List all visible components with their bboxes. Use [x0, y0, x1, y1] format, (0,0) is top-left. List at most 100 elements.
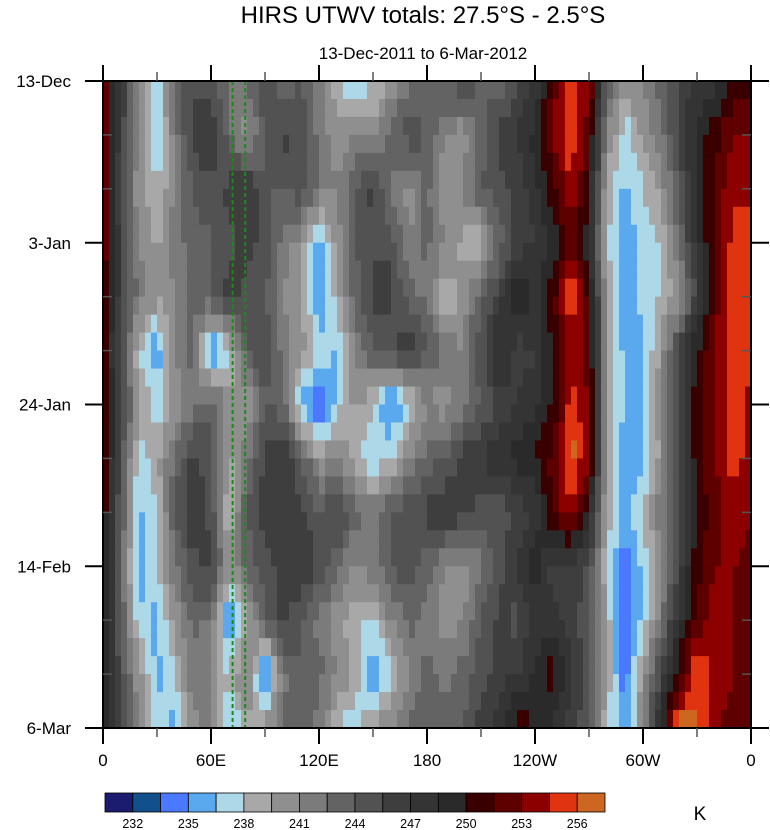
heatmap-cell: [475, 242, 482, 262]
heatmap-cell: [415, 458, 422, 477]
heatmap-cell: [349, 98, 356, 118]
heatmap-cell: [541, 98, 548, 118]
heatmap-cell: [553, 134, 560, 154]
heatmap-cell: [553, 368, 560, 388]
heatmap-cell: [361, 350, 368, 370]
heatmap-cell: [397, 116, 404, 136]
heatmap-cell: [589, 368, 596, 388]
x-tick-label: 180: [413, 751, 441, 770]
colorbar-label: 247: [400, 817, 421, 830]
heatmap-cell: [217, 674, 224, 693]
heatmap-cell: [595, 350, 602, 370]
heatmap-cell: [745, 206, 752, 226]
heatmap-cell: [661, 98, 668, 118]
heatmap-cell: [721, 386, 728, 406]
heatmap-cell: [451, 692, 458, 711]
heatmap-cell: [403, 494, 410, 513]
heatmap-cell: [595, 548, 602, 567]
heatmap-cell: [505, 224, 512, 244]
heatmap-cell: [103, 224, 110, 244]
heatmap-cell: [595, 386, 602, 406]
heatmap-cell: [355, 404, 362, 424]
heatmap-cell: [235, 422, 242, 442]
heatmap-cell: [715, 584, 722, 603]
heatmap-cell: [673, 98, 680, 118]
heatmap-cell: [211, 692, 218, 711]
heatmap-cell: [745, 422, 752, 442]
heatmap-cell: [721, 602, 728, 621]
heatmap-cell: [313, 134, 320, 154]
heatmap-cell: [343, 242, 350, 262]
heatmap-cell: [295, 440, 302, 460]
heatmap-cell: [403, 134, 410, 154]
heatmap-cell: [745, 638, 752, 657]
heatmap-cell: [727, 386, 734, 406]
heatmap-cell: [355, 188, 362, 208]
heatmap-cell: [307, 674, 314, 693]
heatmap-cell: [715, 224, 722, 244]
heatmap-cell: [553, 494, 560, 513]
heatmap-cell: [385, 152, 392, 172]
heatmap-cell: [559, 458, 566, 477]
heatmap-cell: [421, 206, 428, 226]
heatmap-cell: [475, 584, 482, 603]
heatmap-cell: [409, 224, 416, 244]
heatmap-cell: [631, 260, 638, 280]
heatmap-cell: [643, 134, 650, 154]
heatmap-cell: [517, 638, 524, 657]
heatmap-cell: [697, 512, 704, 531]
heatmap-cell: [511, 440, 518, 460]
heatmap-cell: [325, 386, 332, 406]
heatmap-cell: [289, 260, 296, 280]
heatmap-cell: [565, 530, 572, 549]
heatmap-cell: [379, 98, 386, 118]
heatmap-cell: [319, 602, 326, 621]
heatmap-cell: [667, 314, 674, 334]
heatmap-cell: [139, 314, 146, 334]
heatmap-cell: [241, 566, 248, 585]
heatmap-cell: [115, 602, 122, 621]
heatmap-cell: [415, 710, 422, 729]
heatmap-cell: [289, 134, 296, 154]
heatmap-cell: [151, 170, 158, 190]
heatmap-cell: [547, 494, 554, 513]
heatmap-cell: [481, 404, 488, 424]
heatmap-cell: [283, 314, 290, 334]
heatmap-cell: [727, 296, 734, 316]
heatmap-cell: [379, 81, 386, 100]
heatmap-cell: [661, 368, 668, 388]
heatmap-cell: [727, 98, 734, 118]
heatmap-cell: [631, 242, 638, 262]
heatmap-cell: [145, 386, 152, 406]
heatmap-cell: [163, 152, 170, 172]
heatmap-cell: [469, 368, 476, 388]
heatmap-cell: [397, 188, 404, 208]
heatmap-cell: [391, 638, 398, 657]
heatmap-cell: [175, 656, 182, 675]
heatmap-cell: [685, 296, 692, 316]
heatmap-cell: [283, 494, 290, 513]
heatmap-cell: [511, 116, 518, 136]
heatmap-cell: [181, 386, 188, 406]
heatmap-cell: [373, 476, 380, 495]
heatmap-cell: [151, 134, 158, 154]
heatmap-cell: [157, 458, 164, 477]
heatmap-cell: [403, 404, 410, 424]
heatmap-cell: [541, 566, 548, 585]
heatmap-cell: [487, 314, 494, 334]
heatmap-cell: [163, 422, 170, 442]
heatmap-cell: [655, 170, 662, 190]
heatmap-cell: [739, 584, 746, 603]
heatmap-cell: [133, 476, 140, 495]
heatmap-cell: [397, 674, 404, 693]
heatmap-cell: [187, 386, 194, 406]
heatmap-cell: [511, 602, 518, 621]
heatmap-cell: [409, 332, 416, 352]
heatmap-cell: [649, 440, 656, 460]
heatmap-cell: [145, 81, 152, 100]
heatmap-cell: [211, 512, 218, 531]
heatmap-cell: [523, 386, 530, 406]
heatmap-cell: [505, 458, 512, 477]
heatmap-cell: [685, 350, 692, 370]
heatmap-cell: [349, 692, 356, 711]
